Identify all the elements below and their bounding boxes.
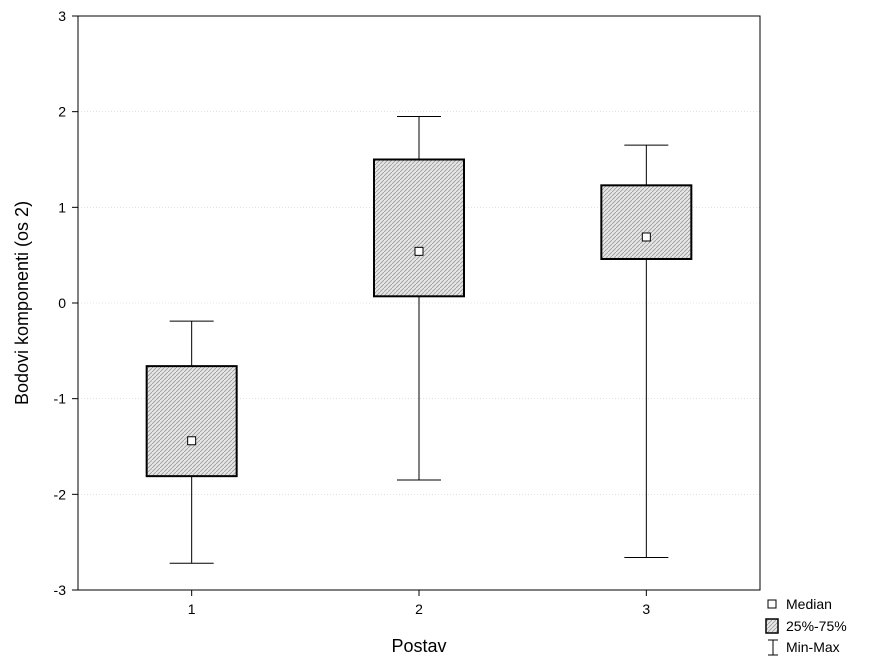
y-axis-ticks: -3 -2 -1 0 1 2 3 [54,8,78,598]
y-tick-label: 0 [58,295,66,311]
median-marker [414,246,424,256]
iqr-box [145,365,238,478]
legend-box-label: 25%-75% [786,618,847,634]
legend-median-marker [767,599,777,609]
y-tick-label: -2 [54,486,67,502]
x-tick-label: 1 [188,601,196,617]
legend-median-label: Median [786,596,832,612]
legend-whisker-marker [768,639,778,656]
x-axis-title: Postav [391,636,446,656]
x-tick-label: 2 [415,601,423,617]
iqr-box [600,184,693,260]
y-tick-label: 2 [58,104,66,120]
y-tick-label: -3 [54,582,67,598]
y-tick-label: 1 [58,199,66,215]
iqr-box [373,158,465,298]
legend-box-swatch [765,618,779,634]
y-axis-title: Bodovi komponenti (os 2) [12,201,32,405]
x-axis-ticks: 1 2 3 [188,590,650,617]
y-tick-label: 3 [58,8,66,24]
x-tick-label: 3 [642,601,650,617]
box-group-2 [373,115,465,481]
median-marker [187,436,197,446]
legend-whisker-label: Min-Max [786,639,840,655]
median-marker [641,232,651,242]
y-tick-label: -1 [54,391,67,407]
boxes [145,115,693,564]
legend: Median 25%-75% Min-Max [765,596,847,656]
box-group-1 [145,320,238,564]
box-group-3 [600,144,693,558]
